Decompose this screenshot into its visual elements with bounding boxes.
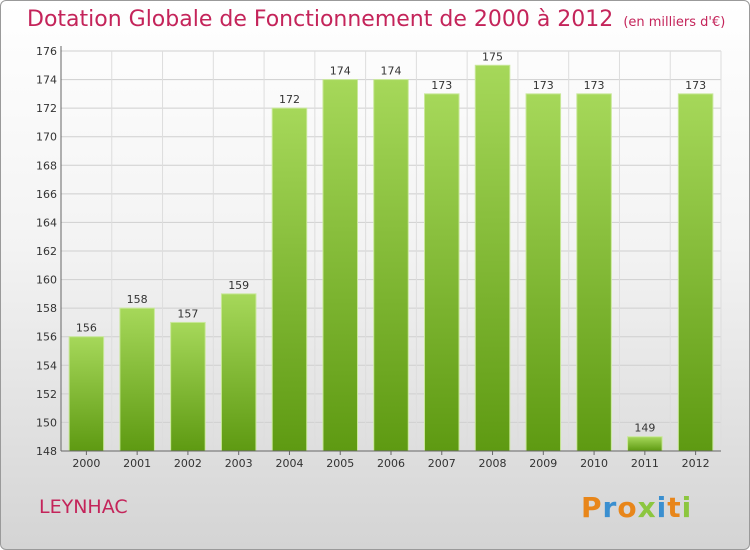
x-tick-label: 2010 [580,457,608,470]
logo-letter: r [602,491,618,524]
x-tick-label: 2011 [631,457,659,470]
data-label: 174 [330,65,351,78]
x-tick-label: 2000 [72,457,100,470]
y-tick-label: 166 [36,188,57,201]
bar-2004 [271,107,308,452]
bar-2005 [322,79,358,452]
chart-title: Dotation Globale de Fonctionnement de 20… [27,7,614,32]
x-tick-label: 2006 [377,457,405,470]
bar-2002 [170,321,206,452]
chart-title-block: Dotation Globale de Fonctionnement de 20… [27,7,725,32]
logo-letter: P [581,491,603,524]
y-tick-label: 170 [36,131,57,144]
label-layer: 156 158 157 159 172 174 174 173 175 173 173 149 173 [76,50,706,434]
y-tick-label: 148 [36,445,57,458]
logo-letter: i [656,491,668,524]
data-label: 149 [634,422,655,435]
y-tick-label: 150 [36,416,57,429]
x-tick-label: 2008 [479,457,507,470]
data-label: 156 [76,322,97,335]
y-tick-label: 168 [36,159,57,172]
y-tick-label: 164 [36,216,57,229]
y-tick-label: 154 [36,359,57,372]
bar-2011 [627,436,663,452]
y-tick-label: 162 [36,245,57,258]
bar-2006 [373,79,409,452]
y-tick-label: 172 [36,102,57,115]
data-label: 175 [482,50,503,63]
bar-2009 [525,93,562,452]
x-tick-label: 2012 [682,457,710,470]
logo-letter: x [637,491,657,524]
bar-2012 [677,93,714,452]
y-tick-label: 160 [36,274,57,287]
bar-2008 [474,64,511,452]
y-tick-label: 152 [36,388,57,401]
x-tick-label: 2007 [428,457,456,470]
data-label: 173 [584,79,605,92]
data-label: 173 [533,79,554,92]
y-tick-label: 156 [36,331,57,344]
logo-letter: o [617,491,638,524]
proxiti-logo[interactable]: Proxiti [581,491,692,524]
y-tick-label: 176 [36,45,57,58]
x-tick-label: 2005 [326,457,354,470]
bar-2001 [119,307,155,452]
bar-layer [68,64,714,452]
bar-2003 [220,293,257,452]
data-label: 158 [127,293,148,306]
x-tick-label: 2004 [275,457,303,470]
data-label: 172 [279,93,300,106]
logo-letter: t [667,491,682,524]
y-tick-label: 158 [36,302,57,315]
y-tick-label: 174 [36,74,57,87]
data-label: 173 [431,79,452,92]
data-label: 159 [228,279,249,292]
x-tick-label: 2001 [123,457,151,470]
x-tick-label: 2009 [529,457,557,470]
x-tick-label: 2003 [225,457,253,470]
axis-layer: 1481501521541561581601621641661681701721… [36,45,721,470]
data-label: 174 [381,65,402,78]
bar-2007 [424,93,460,452]
x-tick-label: 2002 [174,457,202,470]
chart-unit: (en milliers d'€) [623,15,726,30]
logo-letter: i [681,491,693,524]
bar-2000 [68,336,105,452]
city-name: LEYNHAC [39,496,128,518]
bar-2010 [576,93,612,452]
data-label: 173 [685,79,706,92]
data-label: 157 [177,307,198,320]
